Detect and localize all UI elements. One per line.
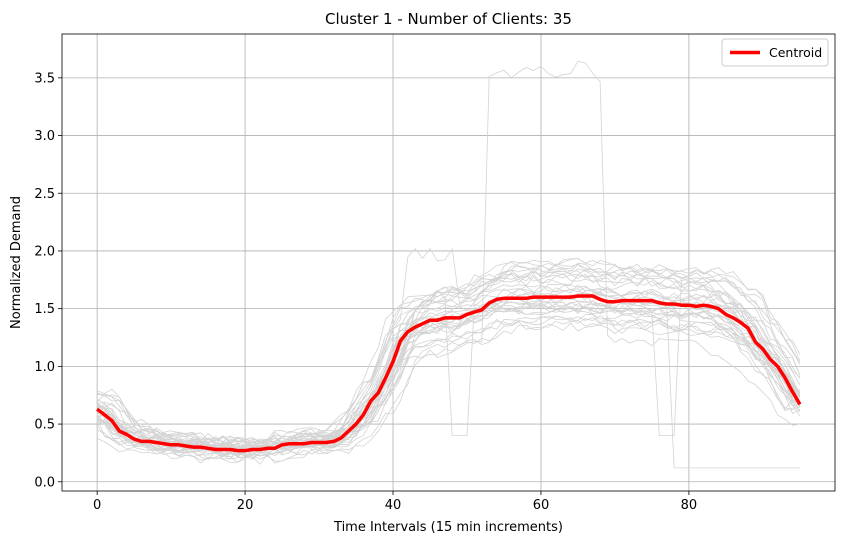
client-line	[96, 307, 800, 454]
client-line	[96, 318, 801, 465]
y-tick-label: 2.5	[34, 187, 55, 202]
client-line	[96, 284, 801, 448]
client-line	[96, 287, 801, 451]
client-line	[96, 247, 800, 450]
x-tick-label: 0	[93, 498, 101, 513]
client-line	[97, 299, 801, 457]
y-tick-label: 1.0	[34, 360, 55, 375]
client-line	[96, 268, 801, 448]
client-line	[96, 258, 801, 446]
x-tick-label: 80	[681, 498, 698, 513]
plot-frame	[61, 33, 836, 492]
client-line	[96, 290, 801, 459]
x-tick-label: 40	[385, 498, 402, 513]
y-tick-label: 1.5	[34, 302, 55, 317]
centroid-line-group	[96, 294, 802, 453]
y-tick-label: 3.5	[34, 71, 55, 86]
y-tick-label: 0.5	[34, 418, 55, 433]
client-line	[97, 292, 801, 457]
client-line	[96, 315, 801, 457]
y-tick-label: 2.0	[34, 244, 55, 259]
x-tick-label: 20	[237, 498, 254, 513]
client-line	[96, 300, 801, 451]
legend-box	[721, 38, 829, 67]
client-line	[96, 283, 801, 451]
client-line	[96, 272, 801, 450]
legend: Centroid	[721, 38, 829, 67]
client-line	[96, 258, 801, 444]
client-line	[96, 60, 800, 464]
centroid-line	[96, 294, 802, 453]
x-axis-label: Time Intervals (15 min increments)	[333, 520, 563, 535]
y-axis-label: Normalized Demand	[9, 196, 24, 329]
y-tick-label: 0.0	[34, 475, 55, 490]
grid-lines	[62, 34, 835, 491]
y-axis-ticks: 0.0 0.5 1.0 1.5 2.0 2.5 3.0 3.5	[34, 71, 62, 490]
client-lines	[96, 60, 801, 469]
chart-title: Cluster 1 - Number of Clients: 35	[325, 10, 572, 28]
client-line	[96, 274, 801, 451]
client-line	[97, 322, 801, 462]
client-line	[97, 268, 801, 449]
x-axis-ticks: 0 20 40 60 80	[93, 491, 697, 513]
x-tick-label: 60	[533, 498, 550, 513]
client-line	[96, 268, 800, 445]
legend-label-centroid: Centroid	[769, 45, 822, 60]
y-tick-label: 3.0	[34, 129, 55, 144]
